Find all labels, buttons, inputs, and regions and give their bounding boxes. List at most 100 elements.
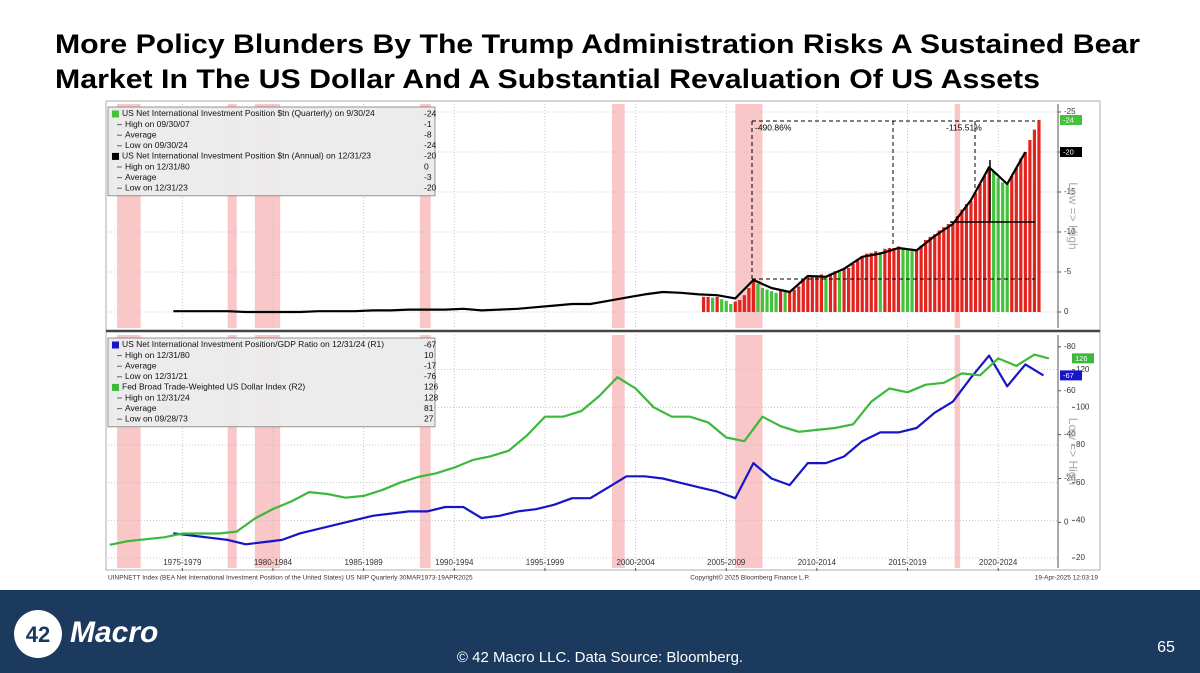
bar [769,291,774,312]
logo-circle [14,610,62,658]
legend-swatch [112,152,119,160]
bar [1001,182,1005,312]
legend-stat-label: High on 12/31/24 [125,392,190,402]
series-line [173,354,1045,546]
y2-tick-label: 20 [1076,553,1085,562]
x-tick-label: 2020-2024 [979,558,1018,567]
legend-box [107,337,436,428]
legend-value: -20 [424,151,437,161]
bar [960,209,964,312]
legend-entry: US Net International Investment Position… [122,108,375,118]
slide-title: More Policy Blunders By The Trump Admini… [55,29,1141,59]
legend-name: US Net International Investment Position… [122,339,318,349]
recession-shade [419,104,431,328]
x-tick-label: 2000-2004 [616,558,655,567]
bar [824,276,828,312]
bar [760,288,765,312]
annotation: -115.51% [946,122,982,132]
legend-stat-value: -17 [424,360,437,370]
y-tick-label: -60 [1064,386,1076,395]
bar [896,246,901,312]
legend-stat-label: High on 09/30/07 [125,119,190,129]
bar [996,177,1000,312]
bar [869,252,873,312]
source-text: UINPNETT Index (BEA Net International In… [108,575,473,582]
legend-stat-value: 10 [424,350,434,360]
bar [1014,168,1018,312]
bar [842,268,846,312]
legend-date: on 12/31/24 (R1) [320,339,384,349]
legend-stat-label: Average [125,172,157,182]
bar [1037,120,1041,312]
y-tick-label: -80 [1064,342,1076,351]
bar [982,176,987,312]
legend-stat-value: -76 [424,371,437,381]
bar [720,299,724,312]
legend-date: on 12/31/23 [326,151,371,161]
bar [942,227,946,312]
legend-stat-label: Low on 09/28/73 [125,413,188,423]
bar [724,300,728,312]
last-value-badge [1060,147,1082,157]
legend-value: -67 [424,339,437,349]
bar [756,284,760,312]
bar [992,171,996,312]
bar [1032,129,1037,312]
bar [815,275,819,312]
last-value-badge [1060,370,1082,381]
y-axis-label: Low => High [1066,182,1080,249]
legend-stat-value: -3 [424,172,432,182]
legend-stat-value: 128 [424,392,438,402]
bar [905,248,910,312]
series-line [173,151,1027,314]
legend-stat-label: Low on 09/30/24 [125,140,188,150]
legend-name: US Net International Investment Position… [122,151,324,161]
x-tick-label: 1980-1984 [254,558,293,567]
bar [851,264,855,312]
recession-shade [612,104,625,328]
legend-stat-label: High on 12/31/80 [125,350,190,360]
legend-stat-value: -20 [424,182,437,192]
y2-tick-label: 100 [1076,402,1090,411]
legend-stat-label: Average [125,129,157,139]
bar [887,248,891,312]
slide-title: Market In The US Dollar And A Substantia… [55,64,1040,94]
annotation: -490.86% [755,122,792,132]
bar [819,274,824,312]
recession-shade [735,335,763,568]
last-value-badge [1060,115,1082,125]
bar [751,280,756,312]
y2-tick-label: 120 [1076,365,1090,374]
annotation-guides [751,120,1035,280]
bar [779,290,783,312]
bar [1019,158,1023,312]
legend-entry: US Net International Investment Position… [122,339,384,349]
bar [892,248,896,312]
logo-word: Macro [70,616,158,649]
bar [933,234,937,312]
bar [806,276,810,312]
bar [1005,183,1009,312]
legend-stat-label: Average [125,403,157,413]
bar [883,248,887,312]
legend-stat-value: -8 [424,129,432,139]
bar [973,192,978,312]
legend-stat-value: -1 [424,119,432,129]
recession-shade [227,104,237,328]
bar [733,301,737,312]
bar [706,296,710,312]
legend-date: on 9/30/24 [335,108,375,118]
last-value-label: -20 [1063,147,1074,156]
bar [742,295,746,312]
recession-shade [954,335,961,568]
y-axis-label: Low => High [1066,418,1080,485]
legend-entry: US Net International Investment Position… [122,151,371,161]
legend-swatch [112,341,119,349]
bar [901,248,905,312]
footer-band [0,590,1200,673]
x-tick-label: 2010-2014 [798,558,837,567]
legend-stat-value: 0 [424,161,429,171]
